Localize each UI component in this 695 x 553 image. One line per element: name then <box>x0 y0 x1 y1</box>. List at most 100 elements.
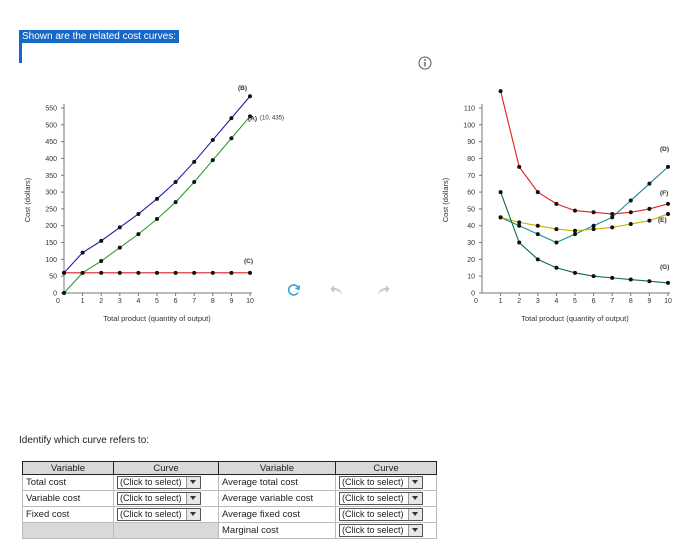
data-point <box>628 198 633 203</box>
variable-cost-select[interactable]: (Click to select) <box>117 492 201 505</box>
column-header: Variable <box>218 461 336 475</box>
data-point <box>248 270 252 275</box>
series-label: (B) <box>238 85 247 92</box>
y-tick-label: 200 <box>45 223 57 230</box>
data-point <box>229 116 234 121</box>
curve-cell: (Click to select) <box>335 474 437 491</box>
variable-label: Total cost <box>22 474 114 491</box>
select-value: (Click to select) <box>342 509 404 519</box>
chevron-down-icon <box>407 509 422 520</box>
y-tick-label: 110 <box>464 106 475 113</box>
data-point <box>210 158 215 163</box>
curve-assignment-table: Variable Curve Variable Curve Total cost… <box>22 461 437 539</box>
variable-label: Variable cost <box>22 490 114 507</box>
data-point <box>573 232 577 237</box>
x-tick-label: 8 <box>629 298 633 305</box>
select-value: (Click to select) <box>120 493 182 503</box>
variable-label: Average variable cost <box>218 490 336 507</box>
table-header-row: Variable Curve Variable Curve <box>22 461 437 475</box>
data-point <box>666 201 670 206</box>
data-point <box>136 270 141 275</box>
series-line <box>500 91 669 215</box>
y-tick-label: 500 <box>45 122 57 129</box>
data-point <box>573 208 577 213</box>
chevron-down-icon <box>185 477 200 488</box>
curve-cell: (Click to select) <box>335 522 437 539</box>
x-tick-label: 5 <box>573 298 577 305</box>
marginal-cost-select[interactable]: (Click to select) <box>339 524 423 537</box>
table-row: Total cost (Click to select) Average tot… <box>22 474 437 491</box>
series-label: (D) <box>660 146 669 153</box>
data-point <box>666 211 670 216</box>
select-value: (Click to select) <box>342 525 404 535</box>
instruction-banner: Shown are the related cost curves: <box>19 30 179 43</box>
x-tick-label: 8 <box>211 298 215 305</box>
data-point <box>136 211 141 216</box>
data-point <box>517 223 522 228</box>
x-tick-label: 6 <box>592 298 596 305</box>
curve-cell: (Click to select) <box>113 506 219 523</box>
fixed-cost-select[interactable]: (Click to select) <box>117 508 201 521</box>
data-point <box>99 238 104 243</box>
average-total-cost-select[interactable]: (Click to select) <box>339 476 423 489</box>
y-tick-label: 50 <box>467 206 475 213</box>
data-point <box>647 181 652 186</box>
x-tick-label: 2 <box>517 298 521 305</box>
y-tick-label: 30 <box>467 240 475 247</box>
question-prompt: Identify which curve refers to: <box>19 435 150 446</box>
data-point <box>192 270 197 275</box>
data-point <box>591 274 596 279</box>
data-point <box>628 277 633 282</box>
data-point <box>117 245 122 250</box>
total-cost-select[interactable]: (Click to select) <box>117 476 201 489</box>
undo-icon[interactable] <box>330 284 344 296</box>
data-point <box>210 137 215 142</box>
average-fixed-cost-select[interactable]: (Click to select) <box>339 508 423 521</box>
data-point <box>117 270 122 275</box>
y-tick-label: 80 <box>467 156 475 163</box>
empty-cell <box>113 522 219 539</box>
y-tick-label: 90 <box>467 139 475 146</box>
data-point <box>155 217 159 221</box>
chevron-down-icon <box>407 525 422 536</box>
series-label: (F) <box>660 190 668 197</box>
column-header: Curve <box>113 461 219 475</box>
x-tick-label: 7 <box>192 298 196 305</box>
data-point <box>610 225 615 230</box>
banner-accent <box>19 43 22 63</box>
y-tick-label: 250 <box>45 206 57 213</box>
data-point <box>610 215 615 220</box>
x-tick-label: 0 <box>56 298 60 305</box>
data-point <box>229 270 234 275</box>
data-point <box>591 227 596 232</box>
variable-label: Average total cost <box>218 474 336 491</box>
x-tick-label: 6 <box>174 298 178 305</box>
series-label: (C) <box>244 258 253 265</box>
y-tick-label: 40 <box>467 223 475 230</box>
variable-label: Marginal cost <box>218 522 336 539</box>
chevron-down-icon <box>407 477 422 488</box>
data-point <box>62 291 66 295</box>
table-row: Variable cost (Click to select) Average … <box>22 490 437 507</box>
reset-icon[interactable] <box>286 282 302 298</box>
y-tick-label: 550 <box>45 106 57 113</box>
data-point <box>517 220 522 225</box>
data-point <box>498 215 503 220</box>
x-tick-label: 2 <box>99 298 103 305</box>
data-point <box>573 270 577 275</box>
data-point <box>554 265 559 270</box>
average-variable-cost-select[interactable]: (Click to select) <box>339 492 423 505</box>
x-tick-label: 4 <box>554 298 558 305</box>
series-label: (E) <box>658 217 667 224</box>
y-tick-label: 450 <box>45 139 57 146</box>
x-tick-label: 3 <box>536 298 540 305</box>
data-point <box>155 196 159 201</box>
info-icon[interactable] <box>418 56 432 70</box>
redo-icon[interactable] <box>376 284 390 296</box>
y-axis-label: Cost (dollars) <box>441 177 450 222</box>
x-tick-label: 3 <box>118 298 122 305</box>
x-tick-label: 4 <box>136 298 140 305</box>
data-point <box>628 210 633 215</box>
